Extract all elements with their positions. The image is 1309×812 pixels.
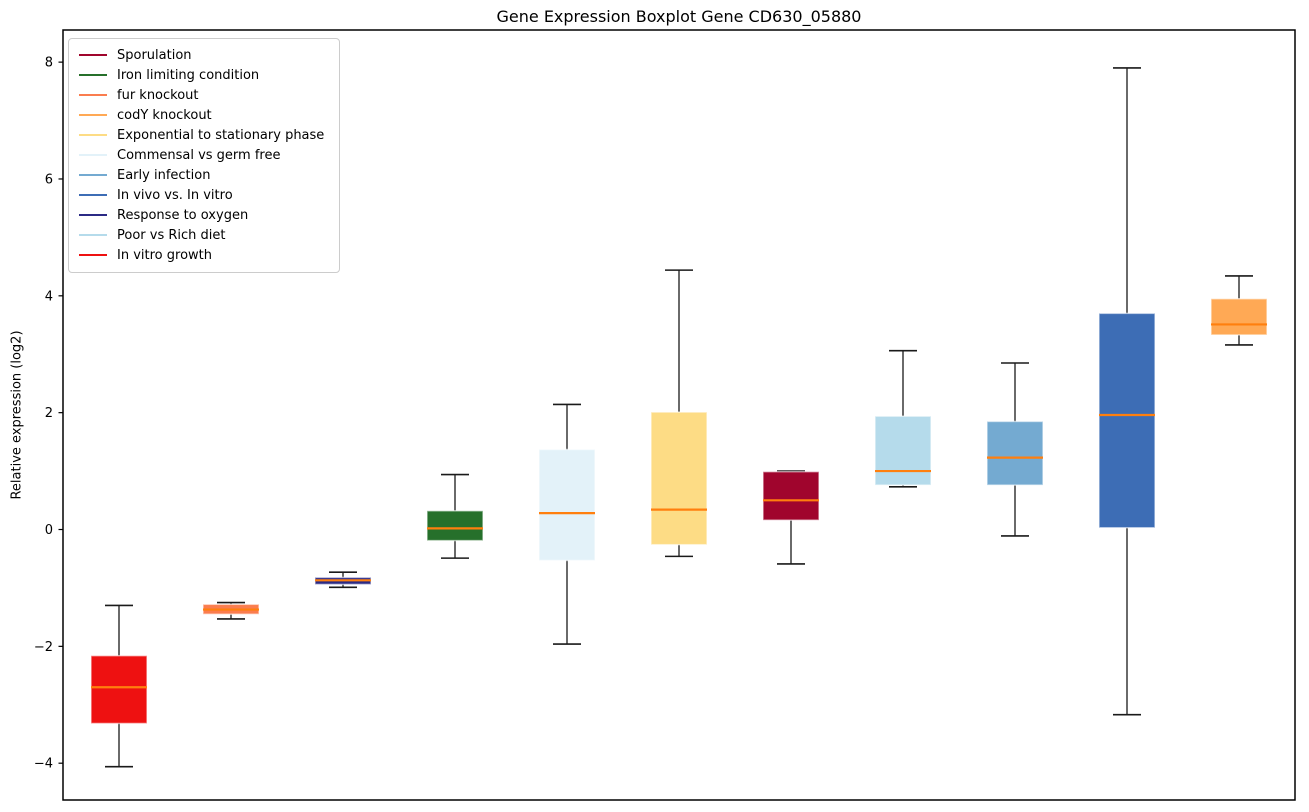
legend-item-exponential-to-stationary-phase: Exponential to stationary phase <box>79 125 329 145</box>
legend-item-fur-knockout: fur knockout <box>79 85 329 105</box>
legend-item-in-vitro-growth: In vitro growth <box>79 245 329 265</box>
legend-label: Early infection <box>117 167 211 183</box>
boxplot-cody-knockout <box>1210 275 1268 346</box>
legend-label: Commensal vs germ free <box>117 147 281 163</box>
legend-swatch <box>79 173 107 177</box>
legend-item-commensal-vs-germ-free: Commensal vs germ free <box>79 145 329 165</box>
legend-swatch <box>79 93 107 97</box>
boxplot-exponential-to-stationary-phase <box>650 269 708 558</box>
legend-swatch <box>79 253 107 257</box>
boxplot-sporulation <box>762 470 820 565</box>
y-tick-label: 4 <box>45 289 53 304</box>
legend-label: Iron limiting condition <box>117 67 260 83</box>
box <box>90 654 148 725</box>
box <box>426 510 484 542</box>
y-tick-label: −4 <box>34 757 53 772</box>
y-tick-label: 2 <box>45 406 53 421</box>
legend-item-early-infection: Early infection <box>79 165 329 185</box>
legend-swatch <box>79 53 107 57</box>
box <box>874 415 932 486</box>
y-tick-label: 8 <box>45 56 53 71</box>
legend-item-cody-knockout: codY knockout <box>79 105 329 125</box>
legend-swatch <box>79 153 107 157</box>
box <box>762 470 820 521</box>
boxplot-in-vitro-growth <box>90 604 148 768</box>
legend-swatch <box>79 133 107 137</box>
legend-swatch <box>79 113 107 117</box>
y-tick-label: 0 <box>45 523 53 538</box>
boxplot-fur-knockout <box>202 601 260 620</box>
legend-item-response-to-oxygen: Response to oxygen <box>79 205 329 225</box>
boxplot-poor-vs-rich-diet <box>874 349 932 488</box>
legend-item-iron-limiting-condition: Iron limiting condition <box>79 65 329 85</box>
legend-label: fur knockout <box>117 87 199 103</box>
legend-label: Sporulation <box>117 47 192 63</box>
legend-swatch <box>79 233 107 237</box>
legend-label: Response to oxygen <box>117 207 249 223</box>
box <box>986 420 1044 486</box>
boxplot-iron-limiting-condition <box>426 473 484 559</box>
boxplot-in-vivo-vs-in-vitro <box>1098 67 1156 716</box>
y-tick-label: −2 <box>34 640 53 655</box>
box <box>650 411 708 546</box>
legend-label: codY knockout <box>117 107 212 123</box>
legend-label: Exponential to stationary phase <box>117 127 325 143</box>
legend-swatch <box>79 73 107 77</box>
y-tick-label: 6 <box>45 172 53 187</box>
boxplot-commensal-vs-germ-free <box>538 403 596 645</box>
legend-item-sporulation: Sporulation <box>79 45 329 65</box>
legend-label: In vitro growth <box>117 247 212 263</box>
legend: Sporulation Iron limiting condition fur kn… <box>68 38 340 273</box>
box <box>1210 297 1268 336</box>
legend-swatch <box>79 213 107 217</box>
box <box>538 448 596 562</box>
legend-item-poor-vs-rich-diet: Poor vs Rich diet <box>79 225 329 245</box>
legend-swatch <box>79 193 107 197</box>
box <box>1098 312 1156 529</box>
legend-item-in-vivo-vs-in-vitro: In vivo vs. In vitro <box>79 185 329 205</box>
axes-frame <box>62 29 1296 801</box>
legend-label: In vivo vs. In vitro <box>117 187 233 203</box>
chart-title: Gene Expression Boxplot Gene CD630_05880 <box>496 7 862 26</box>
boxplot-response-to-oxygen <box>314 571 372 589</box>
boxplot-early-infection <box>986 362 1044 537</box>
legend-label: Poor vs Rich diet <box>117 227 226 243</box>
